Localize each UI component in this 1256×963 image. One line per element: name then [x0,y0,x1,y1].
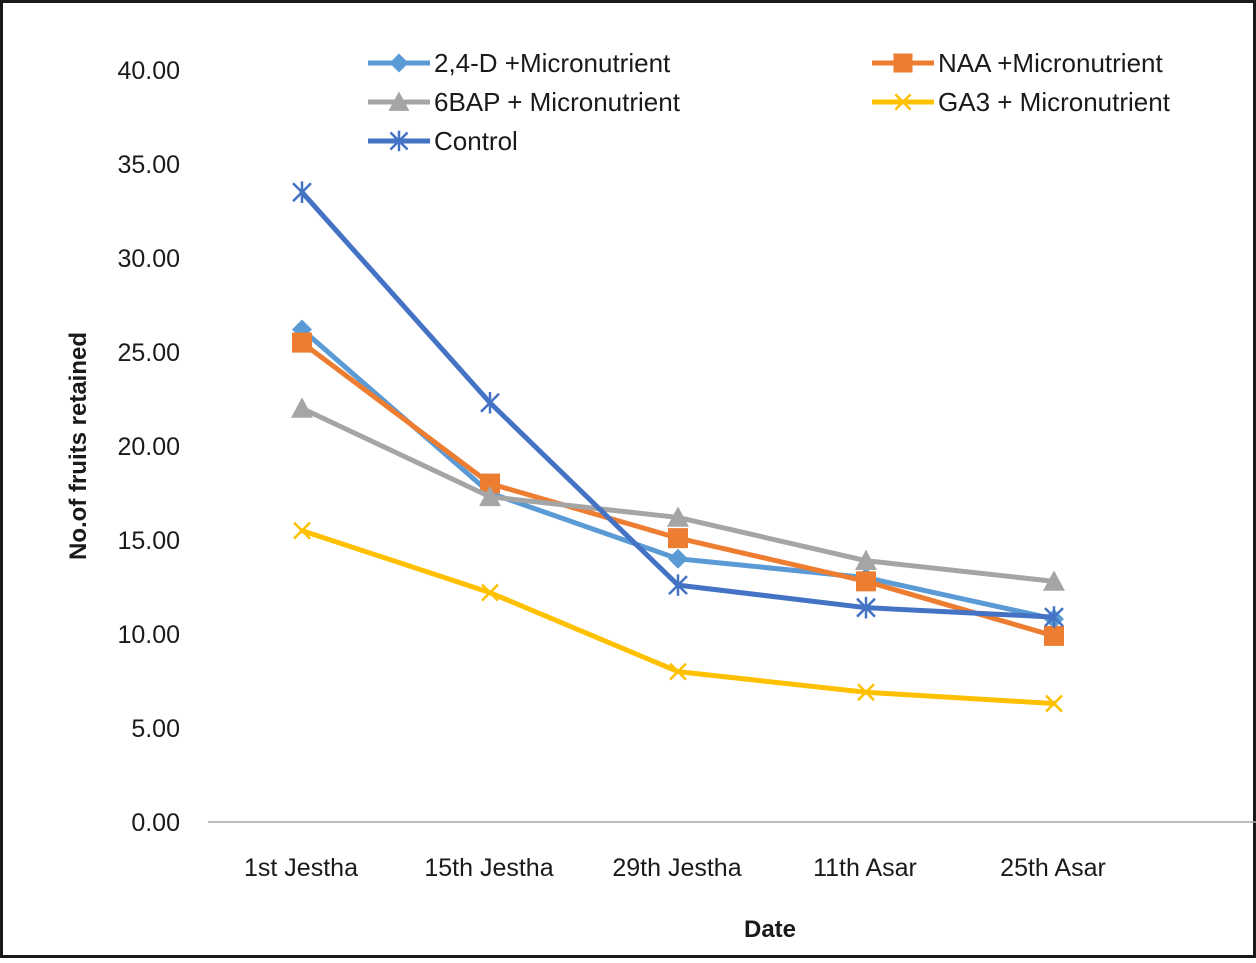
data-point [480,391,500,414]
data-point [291,397,313,418]
data-point [668,548,688,569]
legend-marker [894,93,912,111]
x-axis-ticks: 1st Jestha 15th Jestha 29th Jestha 11th Asa… [244,854,1106,882]
legend-label: 2,4-D +Micronutrient [434,48,671,78]
data-point [855,549,877,571]
series-2 [292,332,1064,646]
data-point [480,473,500,494]
y-tick-label: 5.00 [131,715,180,743]
y-tick-label: 0.00 [131,809,180,837]
data-point [1044,625,1064,646]
legend-item: Control [368,126,518,156]
data-point [1043,570,1065,591]
legend-label: GA3 + Micronutrient [938,87,1171,117]
x-tick-label: 25th Asar [1000,854,1106,882]
y-tick-label: 10.00 [117,621,180,649]
x-tick-label: 11th Asar [813,854,917,882]
y-tick-label: 20.00 [117,433,180,461]
data-point [857,683,875,702]
series-layer [291,181,1065,713]
legend-marker [388,91,410,111]
data-point [1044,606,1064,628]
series-5 [292,181,1064,628]
legend-label: Control [434,126,518,156]
y-tick-label: 35.00 [117,151,180,179]
y-tick-label: 15.00 [117,527,180,555]
legend-item: 6BAP + Micronutrient [368,87,681,117]
legend-marker [389,53,409,73]
data-point [668,574,688,596]
data-point [1045,694,1063,713]
data-point [856,571,876,592]
series-3 [291,397,1065,591]
data-point [292,181,312,203]
data-point [293,521,311,540]
series-4 [293,521,1063,713]
legend: 2,4-D +Micronutrient NAA +Micronutrient 6B… [368,48,1171,156]
data-point [669,662,687,681]
legend-label: NAA +Micronutrient [938,48,1163,78]
y-tick-label: 25.00 [117,339,180,367]
data-point [292,332,312,353]
legend-label: 6BAP + Micronutrient [434,87,681,117]
legend-item: GA3 + Micronutrient [872,87,1171,117]
legend-marker [893,53,913,73]
data-point [856,596,876,619]
x-tick-label: 15th Jestha [424,854,553,882]
x-tick-label: 29th Jestha [612,854,741,882]
x-axis-title: Date [744,916,796,943]
y-axis-title: No.of fruits retained [65,332,92,560]
legend-marker [389,130,409,152]
data-point [479,485,501,507]
data-point [668,528,688,549]
y-tick-label: 30.00 [117,245,180,273]
y-axis-ticks: 0.00 5.00 10.00 15.00 20.00 25.00 30.00 35.00 40… [117,57,180,837]
x-tick-label: 1st Jestha [244,854,358,882]
legend-item: 2,4-D +Micronutrient [368,48,671,78]
data-point [667,506,689,527]
y-tick-label: 40.00 [117,57,180,85]
legend-item: NAA +Micronutrient [872,48,1163,78]
data-point [481,583,499,602]
